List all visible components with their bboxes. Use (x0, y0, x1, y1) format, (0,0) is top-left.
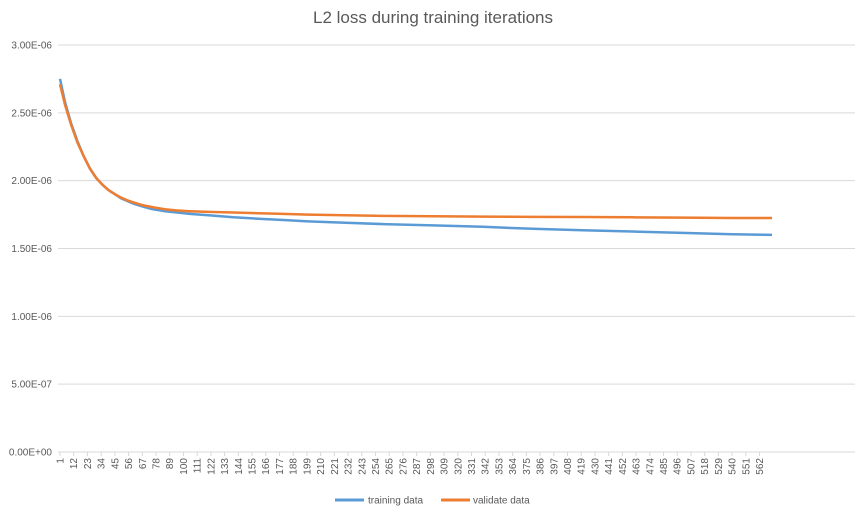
x-tick-label: 364 (508, 458, 519, 475)
x-tick-label: 133 (220, 458, 231, 475)
x-tick-label: 342 (481, 458, 492, 475)
x-tick-label: 452 (618, 458, 629, 475)
y-tick-label: 1.50E-06 (11, 244, 52, 255)
x-tick-label: 518 (700, 458, 711, 475)
x-tick-label: 122 (206, 458, 217, 475)
y-tick-label: 0.00E+00 (9, 448, 53, 459)
x-tick-label: 375 (522, 458, 533, 475)
x-tick-label: 199 (302, 458, 313, 475)
x-tick-label: 507 (686, 458, 697, 475)
x-tick-label: 144 (234, 458, 245, 475)
series-line-training (58, 78, 773, 237)
legend: training data validate data (335, 496, 530, 507)
x-tick-label: 45 (110, 458, 121, 470)
x-tick-label: 408 (563, 458, 574, 475)
y-tick-label: 5.00E-07 (11, 380, 52, 391)
x-tick-label: 540 (728, 458, 739, 475)
x-tick-label: 529 (714, 458, 725, 475)
chart-title: L2 loss during training iterations (312, 8, 554, 27)
x-tick-label: 287 (412, 458, 423, 475)
y-tick-label: 1.00E-06 (11, 312, 52, 323)
y-axis-ticks: 0.00E+00 5.00E-07 1.00E-06 1.50E-06 2.00E-06… (9, 41, 53, 459)
x-tick-label: 320 (453, 458, 464, 475)
x-tick-label: 188 (289, 458, 300, 475)
x-tick-label: 221 (330, 458, 341, 475)
x-tick-label: 331 (467, 458, 478, 475)
x-tick-label: 254 (371, 458, 382, 475)
x-tick-label: 12 (69, 458, 80, 470)
x-tick-label: 397 (549, 458, 560, 475)
y-tick-label: 2.00E-06 (11, 176, 52, 187)
legend-label: validate data (473, 496, 530, 507)
y-tick-label: 3.00E-06 (11, 41, 52, 52)
x-tick-label: 34 (97, 458, 108, 470)
x-tick-label: 100 (179, 458, 190, 475)
legend-label: training data (368, 496, 423, 507)
x-tick-label: 265 (385, 458, 396, 475)
x-tick-label: 56 (124, 458, 135, 470)
x-tick-label: 210 (316, 458, 327, 475)
x-tick-label: 1 (56, 458, 67, 464)
x-tick-label: 78 (152, 458, 163, 470)
x-tick-label: 177 (275, 458, 286, 475)
x-tick-label: 485 (659, 458, 670, 475)
x-tick-label: 386 (536, 458, 547, 475)
x-tick-label: 551 (741, 458, 752, 475)
x-axis-ticks: 1 12 23 34 45 56 67 78 89 100 111 122 133 144 155 166 17… (56, 451, 855, 475)
x-tick-label: 463 (632, 458, 643, 475)
x-tick-label: 155 (248, 458, 259, 475)
x-tick-label: 496 (673, 458, 684, 475)
x-tick-label: 441 (604, 458, 615, 475)
x-tick-label: 232 (344, 458, 355, 475)
x-tick-label: 67 (138, 458, 149, 470)
x-tick-label: 243 (357, 458, 368, 475)
x-tick-label: 23 (83, 458, 94, 470)
series-lines (58, 78, 773, 237)
x-tick-label: 430 (590, 458, 601, 475)
x-tick-label: 276 (398, 458, 409, 475)
y-tick-label: 2.50E-06 (11, 108, 52, 119)
series-line-validate (58, 84, 772, 220)
x-tick-label: 89 (165, 458, 176, 470)
gridlines (58, 44, 855, 453)
x-tick-label: 111 (193, 458, 204, 474)
x-tick-label: 298 (426, 458, 437, 475)
x-tick-label: 166 (261, 458, 272, 475)
x-tick-label: 353 (494, 458, 505, 475)
x-tick-label: 562 (755, 458, 766, 475)
x-tick-label: 474 (645, 458, 656, 475)
x-tick-label: 309 (440, 458, 451, 475)
x-tick-label: 419 (577, 458, 588, 475)
